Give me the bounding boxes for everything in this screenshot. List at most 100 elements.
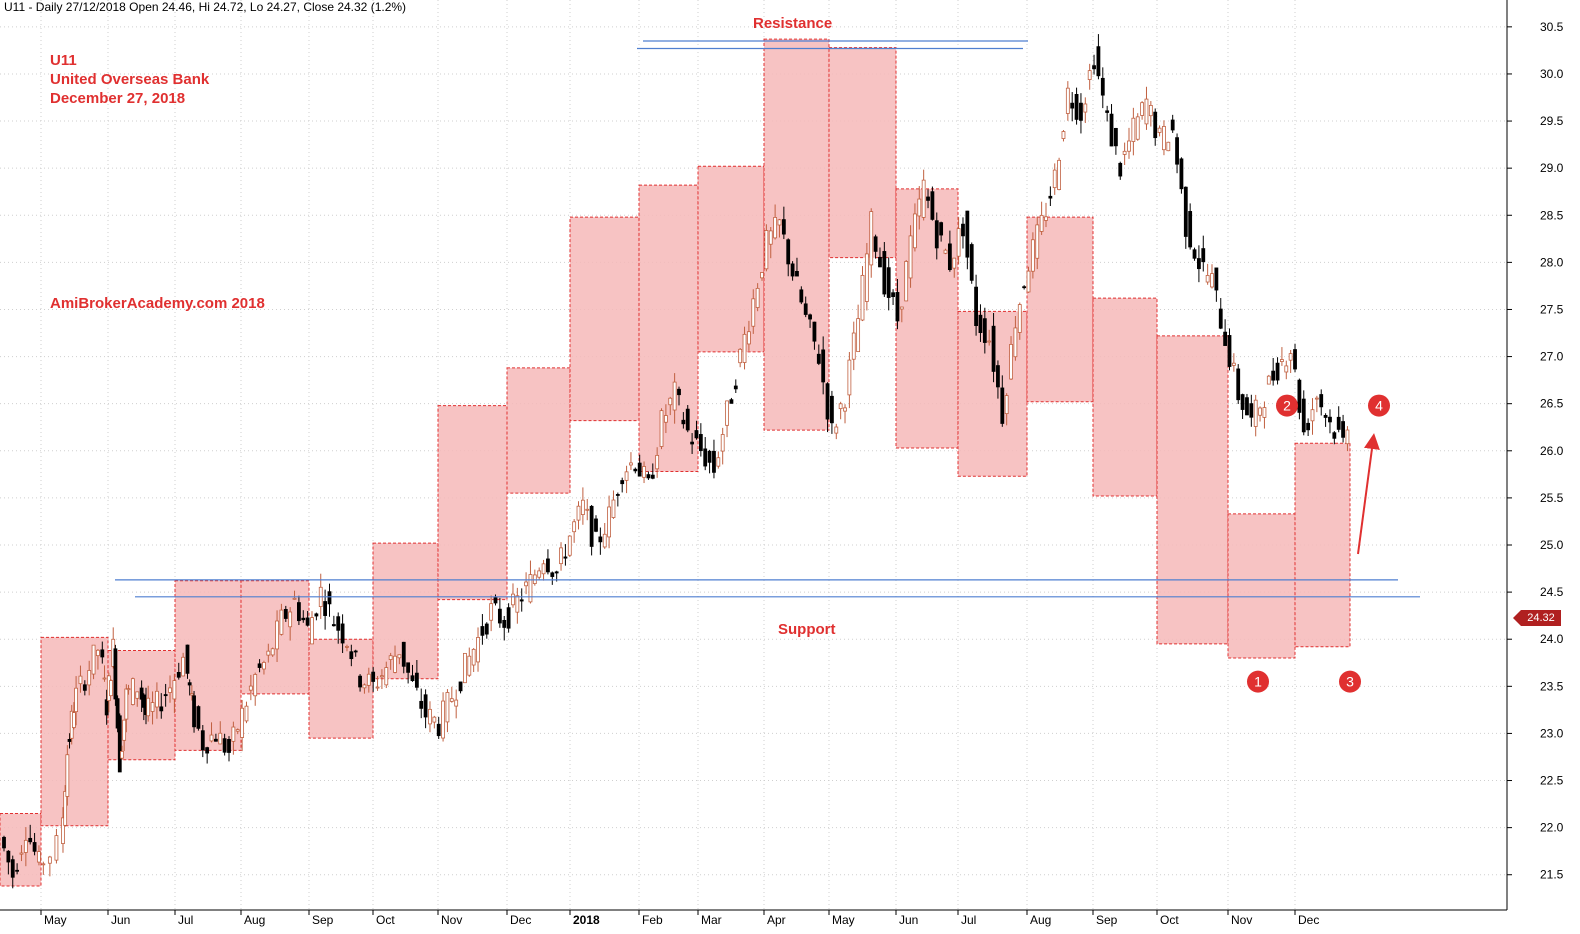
candle-body: [480, 626, 485, 636]
candle-body: [336, 616, 341, 631]
candle-body: [725, 400, 729, 426]
numbered-marker-label: 4: [1375, 398, 1383, 414]
candle-body: [1271, 370, 1276, 381]
candle-body: [283, 608, 288, 619]
candle-body: [690, 441, 695, 445]
candle-body: [1109, 113, 1114, 147]
x-tick-label: Mar: [701, 913, 722, 927]
candle-body: [698, 434, 703, 452]
candle-body: [362, 684, 367, 689]
candle-body: [878, 256, 882, 268]
candle-body: [371, 671, 376, 682]
candle-body: [15, 869, 20, 872]
candle-body: [63, 791, 68, 826]
candle-body: [799, 289, 804, 303]
candle-body: [253, 674, 258, 697]
candle-body: [384, 667, 389, 686]
candle-body: [506, 607, 511, 629]
candle-body: [550, 572, 555, 577]
candle-body: [187, 682, 192, 686]
x-tick-label: Aug: [244, 913, 265, 927]
candle-body: [1044, 216, 1048, 221]
y-tick-label: 24.0: [1540, 632, 1564, 646]
candle-body: [1127, 140, 1131, 152]
candle-body: [1157, 127, 1162, 133]
x-tick-label: Jul: [961, 913, 976, 927]
candle-body: [297, 602, 301, 622]
candle-body: [410, 675, 415, 682]
candle-body: [1079, 102, 1083, 121]
x-tick-label: Jun: [899, 913, 918, 927]
chart-header-info: U11 - Daily 27/12/2018 Open 24.46, Hi 24…: [4, 0, 407, 14]
x-tick-label: May: [44, 913, 67, 927]
candle-body: [445, 692, 450, 723]
candle-body: [1070, 102, 1075, 109]
candle-body: [668, 397, 673, 406]
candle-body: [115, 698, 120, 729]
candle-body: [231, 726, 236, 742]
candle-body: [292, 597, 297, 600]
candle-body: [1210, 273, 1214, 288]
candle-body: [436, 723, 441, 736]
candle-body: [176, 672, 181, 678]
candle-body: [301, 617, 306, 621]
candle-body: [1284, 365, 1289, 373]
upward-arrow: [1357, 433, 1380, 555]
candle-body: [1245, 397, 1249, 416]
candle-body: [1096, 46, 1101, 77]
candle-body: [515, 595, 520, 613]
monthly-range-box: [569, 216, 640, 422]
candle-body: [541, 563, 546, 575]
candle-body: [1004, 395, 1009, 415]
candle-body: [847, 359, 852, 396]
candle-body: [1100, 77, 1105, 96]
candle-body: [1162, 126, 1166, 151]
support-label: Support: [778, 621, 836, 638]
candle-body: [1039, 214, 1044, 232]
candle-body: [1323, 414, 1328, 418]
candle-body: [1314, 397, 1319, 400]
candle-body: [633, 468, 638, 472]
candle-body: [200, 730, 205, 751]
candle-body: [567, 535, 572, 556]
candle-body: [528, 574, 533, 603]
candle-body: [559, 547, 563, 565]
candle-body: [72, 712, 76, 728]
candle-body: [1074, 94, 1079, 120]
candle-body: [1061, 131, 1066, 139]
candle-body: [843, 407, 847, 412]
candle-body: [155, 690, 159, 708]
candle-body: [1301, 398, 1306, 433]
candle-body: [655, 454, 660, 470]
y-tick-label: 21.5: [1540, 868, 1564, 882]
candle-body: [1000, 387, 1005, 424]
candle-body: [205, 747, 210, 754]
candle-body: [349, 651, 354, 660]
candle-body: [1214, 267, 1219, 291]
candle-body: [146, 697, 151, 717]
candle-body: [554, 571, 559, 574]
candle-body: [956, 228, 961, 257]
candle-body: [899, 306, 904, 310]
candle-body: [952, 257, 957, 269]
candle-body: [266, 650, 271, 656]
candle-body: [677, 388, 681, 396]
candle-body: [751, 298, 756, 327]
candle-body: [576, 505, 581, 521]
candle-body: [524, 581, 528, 587]
candle-body: [65, 754, 70, 797]
candle-body: [172, 680, 177, 700]
candle-body: [192, 695, 196, 728]
candle-body: [511, 593, 515, 606]
candle-body: [934, 220, 939, 249]
candle-body: [240, 707, 245, 738]
candle-body: [358, 675, 362, 688]
candle-body: [502, 619, 507, 628]
candle-body: [991, 325, 996, 372]
candle-body: [1087, 70, 1092, 80]
candle-body: [1197, 258, 1201, 270]
candle-body: [830, 395, 834, 424]
candle-body: [181, 656, 186, 677]
candle-body: [1022, 286, 1027, 289]
